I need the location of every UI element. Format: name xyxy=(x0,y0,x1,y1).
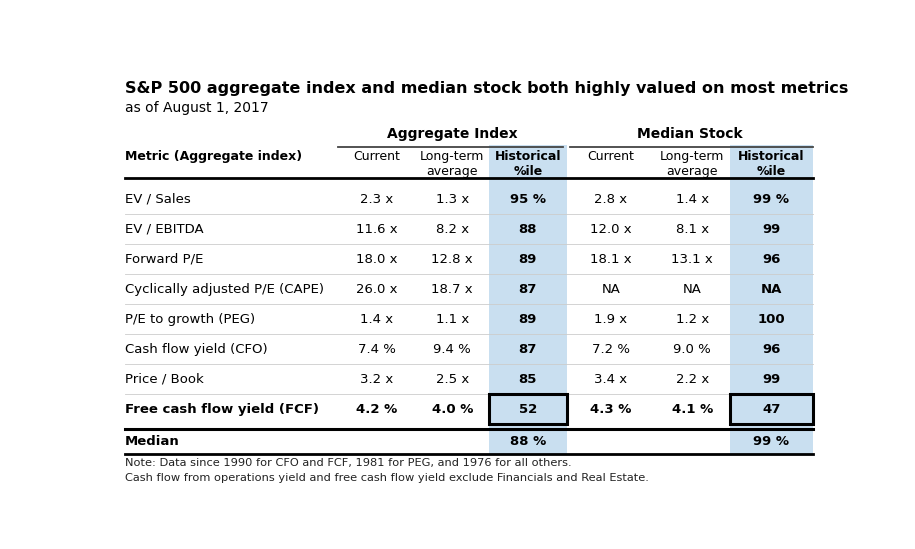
Text: 1.4 x: 1.4 x xyxy=(676,193,709,206)
Bar xyxy=(489,394,566,424)
Text: P/E to growth (PEG): P/E to growth (PEG) xyxy=(125,313,255,326)
Text: 9.4 %: 9.4 % xyxy=(434,343,471,356)
Text: EV / Sales: EV / Sales xyxy=(125,193,190,206)
Text: Long-term
average: Long-term average xyxy=(420,150,484,178)
Text: Price / Book: Price / Book xyxy=(125,373,204,386)
Text: 47: 47 xyxy=(762,403,780,416)
Text: 1.2 x: 1.2 x xyxy=(675,313,709,326)
Text: 18.1 x: 18.1 x xyxy=(590,253,631,266)
Text: 12.8 x: 12.8 x xyxy=(432,253,473,266)
Text: 1.1 x: 1.1 x xyxy=(436,313,468,326)
Text: 2.5 x: 2.5 x xyxy=(436,373,468,386)
Text: Cash flow yield (CFO): Cash flow yield (CFO) xyxy=(125,343,267,356)
Text: 88 %: 88 % xyxy=(510,435,546,448)
Text: NA: NA xyxy=(601,283,620,296)
Text: 100: 100 xyxy=(758,313,785,326)
Text: 87: 87 xyxy=(519,283,537,296)
Text: 4.0 %: 4.0 % xyxy=(432,403,473,416)
Text: 7.4 %: 7.4 % xyxy=(358,343,395,356)
Text: Long-term
average: Long-term average xyxy=(660,150,725,178)
Text: 99: 99 xyxy=(762,223,780,236)
Text: 1.9 x: 1.9 x xyxy=(594,313,628,326)
Text: 8.2 x: 8.2 x xyxy=(436,223,468,236)
Text: Cyclically adjusted P/E (CAPE): Cyclically adjusted P/E (CAPE) xyxy=(125,283,324,296)
Text: 4.1 %: 4.1 % xyxy=(672,403,713,416)
Text: Median: Median xyxy=(125,435,179,448)
Text: 7.2 %: 7.2 % xyxy=(592,343,630,356)
Text: 52: 52 xyxy=(519,403,537,416)
Text: 96: 96 xyxy=(762,343,780,356)
Text: 99 %: 99 % xyxy=(753,193,790,206)
Text: 9.0 %: 9.0 % xyxy=(673,343,711,356)
Text: Median Stock: Median Stock xyxy=(637,126,743,141)
Text: 88: 88 xyxy=(519,223,537,236)
Text: 26.0 x: 26.0 x xyxy=(356,283,397,296)
Text: Metric (Aggregate index): Metric (Aggregate index) xyxy=(125,150,302,164)
Text: Note: Data since 1990 for CFO and FCF, 1981 for PEG, and 1976 for all others.: Note: Data since 1990 for CFO and FCF, 1… xyxy=(125,458,572,468)
Text: 96: 96 xyxy=(762,253,780,266)
Text: EV / EBITDA: EV / EBITDA xyxy=(125,223,204,236)
Text: 3.2 x: 3.2 x xyxy=(361,373,393,386)
Text: 89: 89 xyxy=(519,313,537,326)
Text: Free cash flow yield (FCF): Free cash flow yield (FCF) xyxy=(125,403,319,416)
Text: 2.2 x: 2.2 x xyxy=(675,373,709,386)
Text: 99: 99 xyxy=(762,373,780,386)
Text: S&P 500 aggregate index and median stock both highly valued on most metrics: S&P 500 aggregate index and median stock… xyxy=(125,81,848,96)
Text: 1.3 x: 1.3 x xyxy=(436,193,468,206)
Text: Aggregate Index: Aggregate Index xyxy=(387,126,518,141)
Text: NA: NA xyxy=(760,283,782,296)
Text: 89: 89 xyxy=(519,253,537,266)
Text: 8.1 x: 8.1 x xyxy=(676,223,709,236)
Text: 13.1 x: 13.1 x xyxy=(672,253,713,266)
Text: 4.2 %: 4.2 % xyxy=(356,403,397,416)
Text: 1.4 x: 1.4 x xyxy=(361,313,393,326)
Bar xyxy=(730,394,813,424)
Text: 2.3 x: 2.3 x xyxy=(361,193,393,206)
Text: Current: Current xyxy=(353,150,400,164)
Text: 3.4 x: 3.4 x xyxy=(594,373,628,386)
Text: 87: 87 xyxy=(519,343,537,356)
Text: Current: Current xyxy=(587,150,634,164)
Text: Forward P/E: Forward P/E xyxy=(125,253,203,266)
Text: 99 %: 99 % xyxy=(753,435,790,448)
Text: as of August 1, 2017: as of August 1, 2017 xyxy=(125,100,269,115)
Text: 95 %: 95 % xyxy=(510,193,545,206)
Text: 4.3 %: 4.3 % xyxy=(590,403,631,416)
Text: 18.7 x: 18.7 x xyxy=(432,283,473,296)
Text: 18.0 x: 18.0 x xyxy=(356,253,397,266)
Text: NA: NA xyxy=(683,283,702,296)
Text: 85: 85 xyxy=(519,373,537,386)
Text: 12.0 x: 12.0 x xyxy=(590,223,631,236)
Text: Cash flow from operations yield and free cash flow yield exclude Financials and : Cash flow from operations yield and free… xyxy=(125,473,649,483)
Text: Historical
%ile: Historical %ile xyxy=(738,150,804,178)
Text: 2.8 x: 2.8 x xyxy=(594,193,628,206)
Text: Historical
%ile: Historical %ile xyxy=(494,150,561,178)
Text: 11.6 x: 11.6 x xyxy=(356,223,397,236)
